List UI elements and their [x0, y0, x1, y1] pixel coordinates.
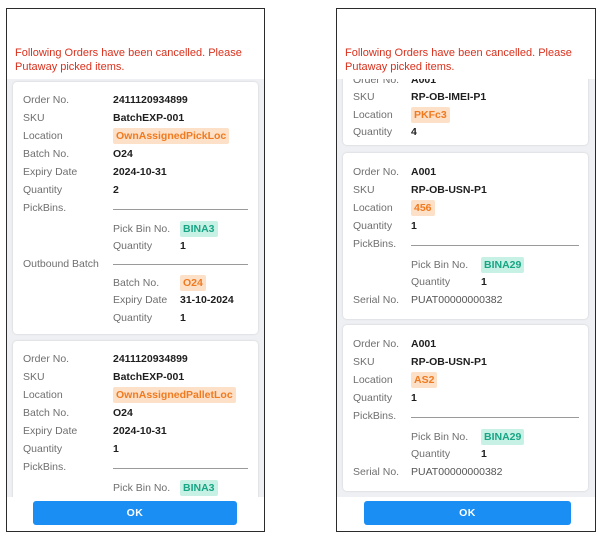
location-tag: 456	[411, 200, 435, 216]
order-label: Order No.	[353, 79, 400, 86]
pickbins-label: PickBins.	[23, 461, 67, 473]
quantity-label: Quantity	[353, 392, 393, 404]
quantity-value: 2	[113, 184, 119, 196]
serial-value: PUAT00000000382	[411, 294, 503, 306]
order-value: 2411120934899	[113, 353, 188, 365]
order-value: 2411120934899	[113, 94, 188, 106]
order-label: Order No.	[23, 353, 70, 365]
batch-value: O24	[113, 407, 133, 419]
pickbins-label: PickBins.	[353, 238, 397, 250]
order-card: Order No. A001 SKU RP-OB-IMEI-P1 Locatio…	[343, 79, 588, 145]
pick-bin-label: Pick Bin No.	[411, 431, 469, 443]
cancelled-orders-dialog-left: Following Orders have been cancelled. Pl…	[6, 8, 265, 532]
location-label: Location	[23, 389, 63, 401]
sku-label: SKU	[353, 91, 375, 103]
ob-batch-tag: O24	[180, 275, 206, 291]
cancel-message: Following Orders have been cancelled. Pl…	[15, 47, 242, 73]
pick-qty-label: Quantity	[411, 276, 451, 288]
pick-bin-label: Pick Bin No.	[411, 259, 469, 271]
serial-value: PUAT00000000382	[411, 466, 503, 478]
serial-label: Serial No.	[353, 294, 400, 306]
quantity-value: 1	[113, 443, 119, 455]
location-tag: OwnAssignedPalletLoc	[113, 387, 236, 403]
sku-value: BatchEXP-001	[113, 371, 185, 383]
outbound-batch-label: Outbound Batch	[23, 258, 99, 270]
pick-bin-tag: BINA29	[481, 257, 525, 273]
pick-qty-value: 1	[481, 276, 487, 288]
order-card: Order No. A001 SKU RP-OB-USN-P1 Location…	[343, 325, 588, 491]
quantity-value: 1	[411, 392, 417, 404]
pickbins-label: PickBins.	[23, 202, 67, 214]
serial-label: Serial No.	[353, 466, 400, 478]
sku-label: SKU	[23, 371, 45, 383]
cancel-message: Following Orders have been cancelled. Pl…	[345, 47, 572, 73]
expiry-value: 2024-10-31	[113, 166, 167, 178]
location-label: Location	[353, 374, 393, 386]
order-card: Order No. A001 SKU RP-OB-USN-P1 Location…	[343, 153, 588, 319]
ob-qty-label: Quantity	[113, 312, 153, 324]
quantity-label: Quantity	[23, 443, 63, 455]
batch-label: Batch No.	[23, 407, 70, 419]
dialog-footer: OK	[7, 497, 264, 531]
divider	[113, 209, 248, 210]
pick-qty-value: 1	[481, 448, 487, 460]
order-label: Order No.	[353, 338, 400, 350]
order-label: Order No.	[23, 94, 70, 106]
sku-label: SKU	[353, 184, 375, 196]
sku-value: RP-OB-IMEI-P1	[411, 91, 487, 103]
pick-qty-label: Quantity	[113, 240, 153, 252]
divider	[113, 264, 248, 265]
ob-expiry-value: 31-10-2024	[180, 294, 234, 306]
order-card: Order No. 2411120934899 SKU BatchEXP-001…	[13, 341, 258, 497]
sku-value: BatchEXP-001	[113, 112, 185, 124]
batch-value: O24	[113, 148, 133, 160]
quantity-label: Quantity	[353, 220, 393, 232]
ob-qty-value: 1	[180, 312, 186, 324]
location-tag: PKFc3	[411, 107, 450, 123]
pick-bin-label: Pick Bin No.	[113, 223, 171, 235]
order-label: Order No.	[353, 166, 400, 178]
pick-bin-label: Pick Bin No.	[113, 482, 171, 494]
quantity-value: 1	[411, 220, 417, 232]
location-tag: AS2	[411, 372, 438, 388]
ok-button[interactable]: OK	[364, 501, 571, 525]
order-list[interactable]: Order No. 2411120934899 SKU BatchEXP-001…	[7, 79, 264, 497]
expiry-label: Expiry Date	[23, 166, 78, 178]
sku-value: RP-OB-USN-P1	[411, 184, 487, 196]
location-label: Location	[353, 109, 393, 121]
order-value: A001	[411, 166, 437, 178]
sku-label: SKU	[23, 112, 45, 124]
order-value: A001	[411, 79, 437, 86]
location-tag: OwnAssignedPickLoc	[113, 128, 230, 144]
location-label: Location	[23, 130, 63, 142]
dialog-footer: OK	[337, 497, 595, 531]
pick-bin-tag: BINA3	[180, 221, 218, 237]
order-list[interactable]: Order No. A001 SKU RP-OB-IMEI-P1 Locatio…	[337, 79, 595, 497]
expiry-label: Expiry Date	[23, 425, 78, 437]
sku-label: SKU	[353, 356, 375, 368]
divider	[411, 417, 579, 418]
divider	[113, 468, 248, 469]
divider	[411, 245, 579, 246]
quantity-value: 4	[411, 126, 417, 138]
cancelled-orders-dialog-right: Following Orders have been cancelled. Pl…	[336, 8, 596, 532]
pick-qty-label: Quantity	[411, 448, 451, 460]
order-card: Order No. 2411120934899 SKU BatchEXP-001…	[13, 82, 258, 334]
pick-bin-tag: BINA29	[481, 429, 525, 445]
pick-qty-value: 1	[180, 240, 186, 252]
location-label: Location	[353, 202, 393, 214]
ok-button[interactable]: OK	[33, 501, 237, 525]
ob-expiry-label: Expiry Date	[113, 294, 168, 306]
quantity-label: Quantity	[23, 184, 63, 196]
batch-label: Batch No.	[23, 148, 70, 160]
pick-bin-tag: BINA3	[180, 480, 218, 496]
order-value: A001	[411, 338, 437, 350]
quantity-label: Quantity	[353, 126, 393, 138]
expiry-value: 2024-10-31	[113, 425, 167, 437]
ob-batch-label: Batch No.	[113, 277, 160, 289]
sku-value: RP-OB-USN-P1	[411, 356, 487, 368]
pickbins-label: PickBins.	[353, 410, 397, 422]
